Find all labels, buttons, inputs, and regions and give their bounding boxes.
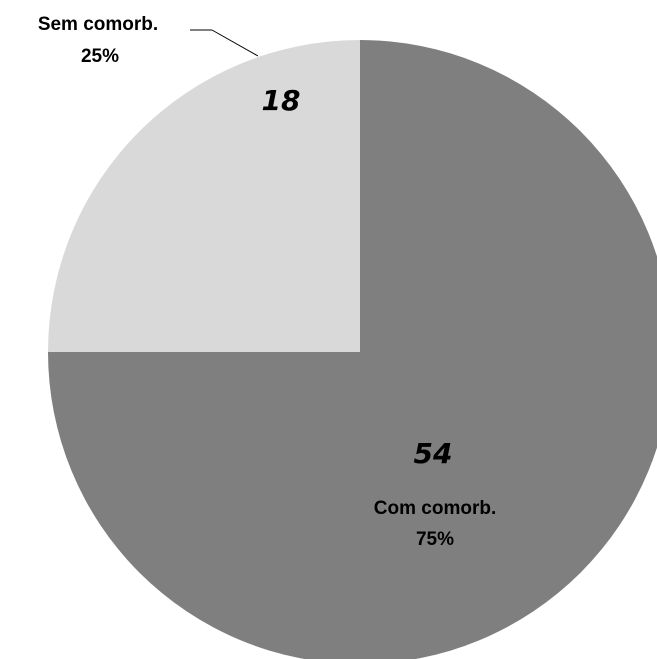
slice-value-label-sem-comorb: 18 (262, 84, 301, 117)
pie-slice-sem-comorb (48, 40, 360, 352)
pie-slices (48, 40, 657, 659)
pie-slice-com-comorb (48, 40, 657, 659)
slice-value-label-com-comorb: 54 (414, 437, 453, 470)
slice-category-label-sem-comorb: Sem comorb. (38, 14, 158, 35)
slice-category-label-com-comorb: Com comorb. (374, 498, 496, 519)
leader-line-sem-comorb-diagonal (211, 29, 259, 57)
slice-percent-label-sem-comorb: 25% (81, 46, 119, 67)
slice-percent-label-com-comorb: 75% (416, 529, 454, 550)
